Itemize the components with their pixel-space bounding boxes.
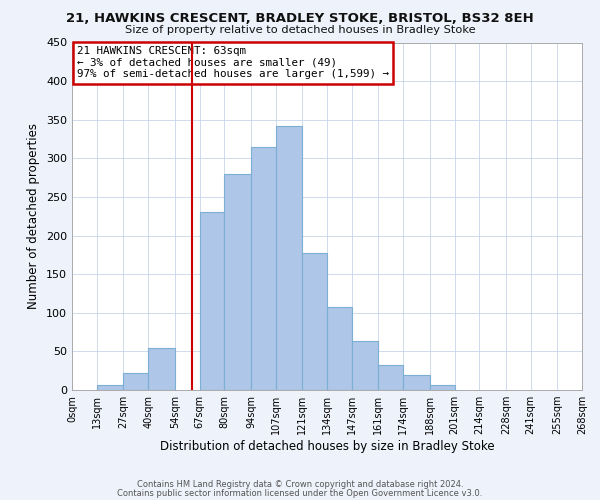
Bar <box>352 342 379 390</box>
Bar <box>148 348 175 390</box>
Bar <box>124 373 148 390</box>
Bar <box>327 306 352 390</box>
Bar <box>302 254 327 390</box>
Bar <box>224 174 251 390</box>
Text: Contains public sector information licensed under the Open Government Licence v3: Contains public sector information licen… <box>118 488 482 498</box>
Text: 21, HAWKINS CRESCENT, BRADLEY STOKE, BRISTOL, BS32 8EH: 21, HAWKINS CRESCENT, BRADLEY STOKE, BRI… <box>66 12 534 26</box>
Text: 21 HAWKINS CRESCENT: 63sqm
← 3% of detached houses are smaller (49)
97% of semi-: 21 HAWKINS CRESCENT: 63sqm ← 3% of detac… <box>77 46 389 79</box>
Bar <box>275 126 302 390</box>
Text: Contains HM Land Registry data © Crown copyright and database right 2024.: Contains HM Land Registry data © Crown c… <box>137 480 463 489</box>
Bar <box>430 384 455 390</box>
Y-axis label: Number of detached properties: Number of detached properties <box>28 123 40 309</box>
Bar <box>199 212 224 390</box>
Bar <box>379 364 403 390</box>
Bar <box>97 386 124 390</box>
Bar <box>251 147 275 390</box>
X-axis label: Distribution of detached houses by size in Bradley Stoke: Distribution of detached houses by size … <box>160 440 494 453</box>
Bar <box>403 376 430 390</box>
Text: Size of property relative to detached houses in Bradley Stoke: Size of property relative to detached ho… <box>125 25 475 35</box>
